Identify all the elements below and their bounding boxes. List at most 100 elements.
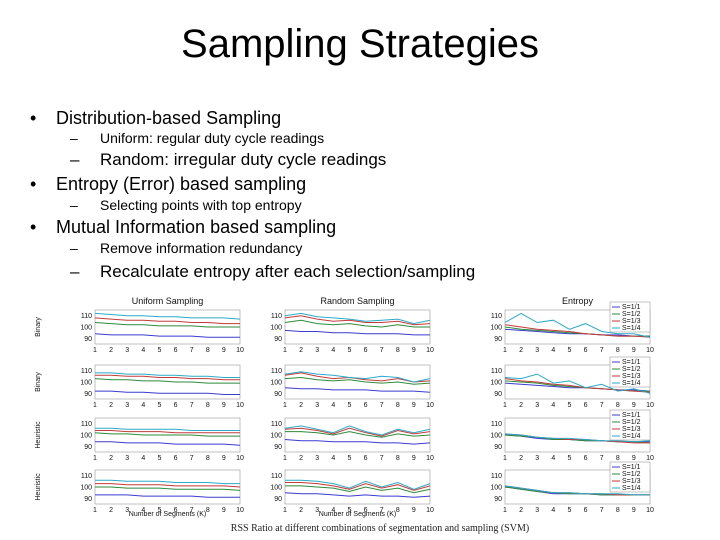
- x-tick-label: 7: [600, 347, 604, 354]
- x-tick-label: 6: [584, 507, 588, 514]
- series-line: [285, 482, 431, 491]
- x-tick-label: 9: [632, 402, 636, 409]
- x-tick-label: 2: [299, 402, 303, 409]
- x-tick-label: 2: [519, 347, 523, 354]
- x-tick-label: 7: [380, 455, 384, 462]
- y-tick-label: 110: [271, 368, 282, 375]
- legend-label: S=1/2: [622, 471, 641, 478]
- x-tick-label: 4: [331, 455, 335, 462]
- x-tick-label: 7: [380, 507, 384, 514]
- series-line: [284, 376, 431, 385]
- x-tick-label: 8: [206, 402, 210, 409]
- sub-bullet-random: – Random: irregular duty cycle readings: [70, 150, 387, 169]
- legend-label: S=1/1: [622, 304, 641, 311]
- y-tick-label: 90: [84, 391, 92, 398]
- x-tick-label: 8: [616, 347, 620, 354]
- x-tick-label: 7: [190, 402, 194, 409]
- x-tick-label: 4: [551, 347, 555, 354]
- x-tick-label: 5: [567, 347, 571, 354]
- legend-label: S=1/2: [622, 419, 641, 426]
- x-tick-label: 8: [616, 507, 620, 514]
- x-tick-label: 3: [315, 347, 319, 354]
- x-tick-label: 1: [503, 402, 507, 409]
- x-tick-label: 6: [364, 347, 368, 354]
- x-tick-label: 2: [519, 455, 523, 462]
- y-tick-label: 100: [270, 433, 282, 440]
- y-tick-label: 100: [490, 325, 502, 332]
- x-tick-label: 7: [380, 347, 384, 354]
- y-tick-label: 100: [270, 380, 282, 387]
- series-line: [95, 494, 240, 498]
- x-tick-label: 9: [632, 455, 636, 462]
- x-tick-label: 8: [396, 507, 400, 514]
- x-tick-label: 10: [646, 402, 654, 409]
- series-line: [284, 492, 431, 498]
- x-tick-label: 7: [600, 402, 604, 409]
- y-tick-label: 90: [84, 336, 92, 343]
- x-tick-label: 8: [206, 507, 210, 514]
- x-tick-label: 8: [616, 455, 620, 462]
- row-label: Heuristic: [35, 473, 42, 501]
- series-line: [504, 324, 651, 338]
- x-tick-label: 9: [632, 507, 636, 514]
- x-tick-label: 2: [109, 347, 113, 354]
- series-line: [504, 373, 651, 394]
- y-tick-label: 100: [270, 325, 282, 332]
- y-tick-label: 90: [274, 336, 282, 343]
- series-line: [284, 371, 431, 383]
- y-tick-label: 90: [84, 444, 92, 451]
- y-tick-label: 110: [491, 368, 502, 375]
- x-tick-label: 1: [283, 347, 287, 354]
- x-tick-label: 6: [364, 402, 368, 409]
- x-tick-label: 6: [174, 347, 178, 354]
- series-line: [284, 372, 431, 383]
- y-tick-label: 100: [80, 325, 92, 332]
- series-line: [284, 425, 431, 436]
- legend-label: S=1/3: [622, 373, 641, 380]
- x-tick-label: 5: [157, 402, 161, 409]
- series-line: [504, 433, 651, 443]
- x-tick-label: 4: [141, 455, 145, 462]
- y-tick-label: 110: [271, 473, 282, 480]
- series-line: [284, 427, 431, 437]
- x-tick-label: 9: [412, 402, 416, 409]
- x-tick-label: 7: [380, 402, 384, 409]
- series-line: [284, 439, 431, 445]
- x-tick-label: 10: [646, 507, 654, 514]
- legend-label: S=1/2: [622, 366, 641, 373]
- x-tick-label: 7: [190, 455, 194, 462]
- legend-label: S=1/1: [622, 412, 641, 419]
- x-tick-label: 7: [190, 507, 194, 514]
- series-line: [94, 378, 240, 384]
- x-tick-label: 3: [535, 402, 539, 409]
- series-line: [284, 329, 430, 336]
- panel-frame: [94, 417, 241, 453]
- x-tick-label: 1: [283, 402, 287, 409]
- bullet-distribution-sampling: • Distribution-based Sampling: [30, 108, 282, 128]
- x-tick-label: 5: [157, 455, 161, 462]
- y-tick-label: 90: [494, 496, 502, 503]
- series-line: [504, 485, 650, 496]
- y-tick-label: 110: [491, 313, 502, 320]
- legend-label: S=1/1: [622, 464, 641, 471]
- x-tick-label: 10: [646, 347, 654, 354]
- x-tick-label: 9: [632, 347, 636, 354]
- x-tick-label: 2: [519, 507, 523, 514]
- x-tick-label: 9: [412, 347, 416, 354]
- x-tick-label: 5: [567, 507, 571, 514]
- x-tick-label: 3: [535, 347, 539, 354]
- sub-bullet-uniform: – Uniform: regular duty cycle readings: [70, 130, 325, 146]
- x-tick-label: 9: [222, 507, 226, 514]
- legend-label: S=1/1: [622, 359, 641, 366]
- series-line: [284, 319, 430, 328]
- y-tick-label: 100: [490, 380, 502, 387]
- x-tick-label: 6: [364, 455, 368, 462]
- x-tick-label: 5: [157, 347, 161, 354]
- x-tick-label: 5: [347, 455, 351, 462]
- x-tick-label: 4: [551, 455, 555, 462]
- y-tick-label: 110: [81, 368, 92, 375]
- row-label: Binary: [35, 372, 42, 392]
- y-tick-label: 100: [270, 485, 282, 492]
- slide-title: Sampling Strategies: [181, 22, 539, 66]
- x-tick-label: 1: [283, 507, 287, 514]
